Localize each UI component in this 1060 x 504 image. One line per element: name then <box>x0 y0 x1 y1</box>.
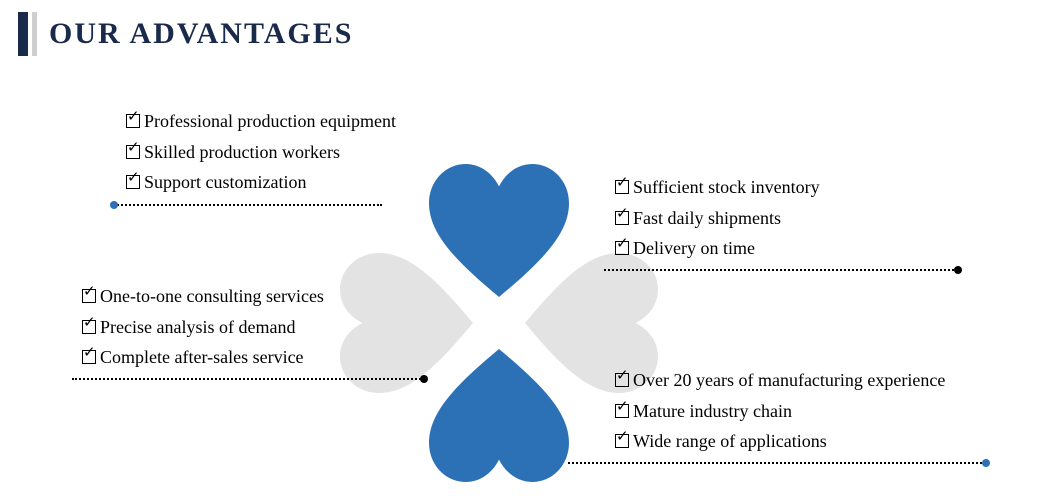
advantage-text: Mature industry chain <box>633 396 792 427</box>
clover-diagram <box>344 168 654 478</box>
checkbox-icon <box>82 320 96 334</box>
advantage-item: Sufficient stock inventory <box>615 172 820 203</box>
title-accent-bar-light <box>32 12 37 56</box>
checkbox-icon <box>615 404 629 418</box>
leader-line-bot-right <box>568 462 986 464</box>
leader-dot <box>982 459 990 467</box>
checkbox-icon <box>82 289 96 303</box>
advantage-text: Fast daily shipments <box>633 203 781 234</box>
advantage-text: Over 20 years of manufacturing experienc… <box>633 365 945 396</box>
advantage-group-mid-left: One-to-one consulting servicesPrecise an… <box>82 281 324 373</box>
checkbox-icon <box>615 373 629 387</box>
leader-dot <box>954 266 962 274</box>
advantage-item: Professional production equipment <box>126 106 396 137</box>
title-bar: OUR ADVANTAGES <box>0 0 1060 56</box>
advantage-item: Precise analysis of demand <box>82 312 324 343</box>
advantage-item: Wide range of applications <box>615 426 945 457</box>
advantage-group-top-left: Professional production equipmentSkilled… <box>126 106 396 198</box>
checkbox-icon <box>615 180 629 194</box>
leader-line-top-left <box>114 204 382 206</box>
advantage-text: One-to-one consulting services <box>100 281 324 312</box>
advantage-item: Complete after-sales service <box>82 342 324 373</box>
advantage-item: Mature industry chain <box>615 396 945 427</box>
advantage-group-top-right: Sufficient stock inventoryFast daily shi… <box>615 172 820 264</box>
title-accent-bar-dark <box>18 12 28 56</box>
checkbox-icon <box>126 175 140 189</box>
advantage-text: Professional production equipment <box>144 106 396 137</box>
advantage-text: Support customization <box>144 167 306 198</box>
leader-dot <box>420 375 428 383</box>
checkbox-icon <box>126 114 140 128</box>
advantage-text: Precise analysis of demand <box>100 312 295 343</box>
advantage-text: Skilled production workers <box>144 137 340 168</box>
advantage-item: Support customization <box>126 167 396 198</box>
advantage-text: Sufficient stock inventory <box>633 172 820 203</box>
checkbox-icon <box>126 145 140 159</box>
advantage-group-bot-right: Over 20 years of manufacturing experienc… <box>615 365 945 457</box>
leader-line-mid-left <box>72 378 424 380</box>
advantage-item: One-to-one consulting services <box>82 281 324 312</box>
checkbox-icon <box>615 241 629 255</box>
checkbox-icon <box>615 211 629 225</box>
advantage-item: Delivery on time <box>615 233 820 264</box>
advantage-item: Over 20 years of manufacturing experienc… <box>615 365 945 396</box>
advantage-text: Wide range of applications <box>633 426 827 457</box>
leader-line-top-right <box>604 269 958 271</box>
checkbox-icon <box>82 350 96 364</box>
advantage-item: Skilled production workers <box>126 137 396 168</box>
leader-dot <box>110 201 118 209</box>
advantage-text: Delivery on time <box>633 233 755 264</box>
advantage-text: Complete after-sales service <box>100 342 304 373</box>
page-title: OUR ADVANTAGES <box>49 17 353 51</box>
checkbox-icon <box>615 434 629 448</box>
advantage-item: Fast daily shipments <box>615 203 820 234</box>
heart-icon-left <box>340 253 480 393</box>
